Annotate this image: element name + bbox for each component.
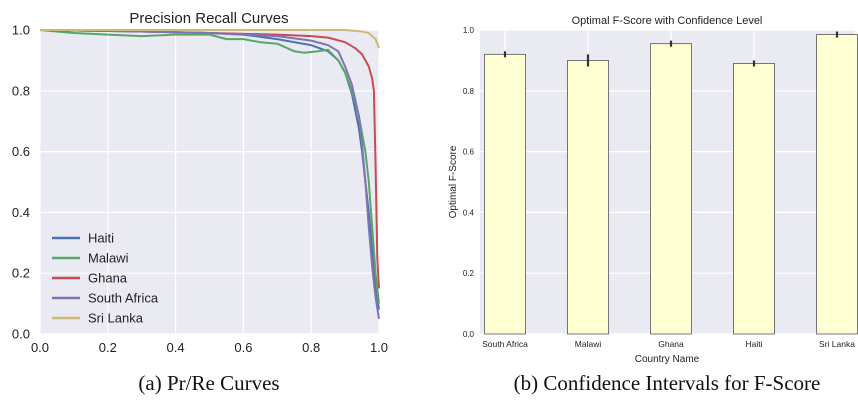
y-tick-labels: 0.0 0.2 0.4 0.6 0.8 1.0: [463, 26, 475, 339]
x-tick-label: 0.6: [234, 340, 252, 355]
y-tick-label: 0.0: [12, 327, 30, 342]
x-tick-label: Sri Lanka: [819, 339, 855, 349]
bar-sri-lanka: [816, 34, 858, 335]
bars: [484, 31, 858, 335]
y-tick-label: 0.6: [463, 148, 475, 157]
y-tick-label: 0.6: [12, 144, 30, 159]
x-tick-label: Malawi: [575, 339, 602, 349]
chart-title: Precision Recall Curves: [129, 10, 288, 27]
y-tick-label: 1.0: [12, 23, 30, 38]
x-tick-label: 1.0: [370, 340, 388, 355]
y-tick-label: 0.8: [12, 83, 30, 98]
x-axis-label: Country Name: [635, 354, 700, 365]
x-tick-label: 0.0: [31, 340, 49, 355]
y-tick-label: 0.4: [463, 208, 475, 217]
y-tick-label: 0.2: [12, 266, 30, 281]
y-tick-label: 0.2: [463, 269, 475, 278]
legend-label: Sri Lanka: [88, 311, 144, 326]
bar-malawi: [567, 60, 609, 335]
legend-label: Malawi: [88, 251, 129, 266]
y-tick-label: 0.4: [12, 205, 30, 220]
series-line-sri-lanka: [40, 29, 380, 49]
y-tick-label: 0.0: [463, 330, 475, 339]
bar-ghana: [650, 43, 692, 335]
x-tick-label: Ghana: [658, 339, 684, 349]
series-line-malawi: [39, 29, 380, 304]
bar-haiti: [733, 63, 775, 335]
x-tick-label: 0.8: [302, 340, 320, 355]
chart-title: Optimal F-Score with Confidence Level: [572, 15, 763, 27]
bar-south-africa: [484, 53, 526, 335]
plot-area: [40, 30, 379, 334]
x-tick-labels: 0.0 0.2 0.4 0.6 0.8 1.0: [31, 340, 388, 355]
series-lines: [39, 29, 380, 319]
legend-label: South Africa: [88, 291, 159, 306]
x-tick-label: South Africa: [482, 339, 528, 349]
x-tick-labels: South Africa Malawi Ghana Haiti Sri Lanka: [482, 339, 855, 349]
x-tick-label: 0.2: [99, 340, 117, 355]
y-tick-label: 0.8: [463, 87, 475, 96]
fscore-bar-chart: South Africa Malawi Ghana Haiti Sri Lanka 0.…: [448, 15, 858, 395]
caption: (b) Confidence Intervals for F-Score: [514, 371, 821, 395]
y-tick-label: 1.0: [463, 26, 475, 35]
x-tick-label: 0.4: [167, 340, 185, 355]
x-tick-label: Haiti: [745, 339, 762, 349]
series-line-south-africa: [39, 29, 380, 319]
precision-recall-chart: 0.0 0.2 0.4 0.6 0.8 1.0 0.0 0.2 0.4 0.6 0.8 1.0 Pr…: [12, 10, 388, 395]
legend-label: Ghana: [88, 271, 128, 286]
caption: (a) Pr/Re Curves: [138, 371, 279, 395]
legend-label: Haiti: [88, 231, 114, 246]
legend: Haiti Malawi Ghana South Africa Sri Lanka: [52, 231, 159, 326]
y-axis-label: Optimal F-Score: [448, 145, 459, 218]
y-tick-labels: 0.0 0.2 0.4 0.6 0.8 1.0: [12, 23, 30, 342]
